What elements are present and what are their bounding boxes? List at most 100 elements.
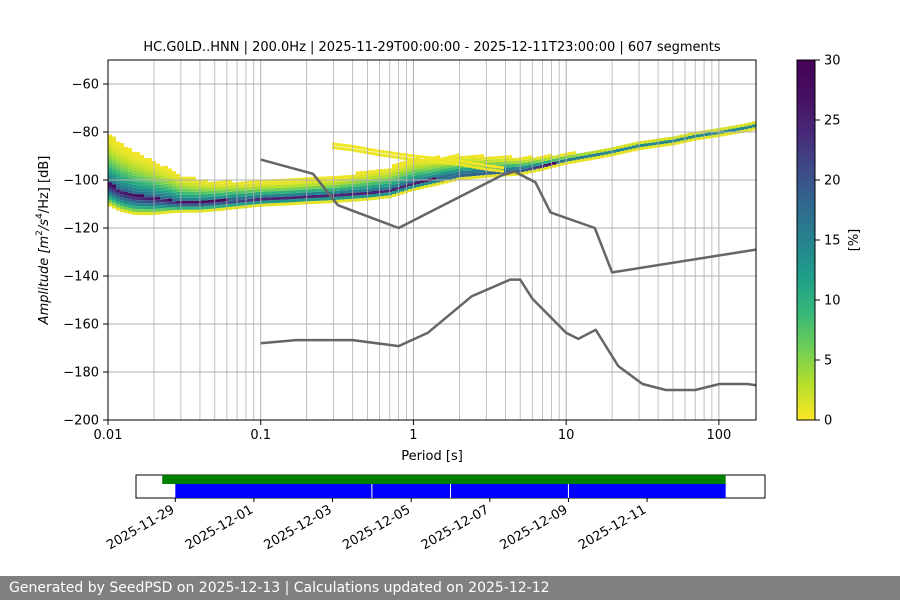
psd-cell [320, 191, 324, 195]
psd-cell [340, 184, 344, 188]
psd-cell [144, 158, 148, 162]
psd-cell [492, 156, 496, 160]
psd-cell [172, 210, 176, 214]
x-tick-label: 100 [706, 428, 731, 443]
psd-cell [216, 181, 220, 185]
psd-cell [432, 160, 436, 164]
psd-cell [140, 212, 144, 216]
psd-cell [168, 204, 172, 208]
psd-cell [320, 179, 324, 183]
psd-cell [276, 202, 280, 206]
psd-cell [480, 160, 484, 164]
psd-cell [428, 166, 432, 170]
psd-cell [236, 188, 240, 192]
psd-cell [192, 188, 196, 192]
psd-cell [188, 200, 192, 204]
psd-cell [308, 198, 312, 202]
psd-cell [456, 162, 460, 166]
psd-cell [372, 193, 376, 197]
psd-cell [156, 196, 160, 200]
psd-cell [292, 199, 296, 203]
psd-cell [260, 179, 264, 183]
psd-cell [520, 157, 524, 161]
timeline-tick-label: 2025-12-07 [419, 502, 492, 553]
psd-cell [440, 166, 444, 170]
psd-cell [320, 200, 324, 204]
psd-cell [288, 202, 292, 206]
psd-cell [128, 165, 132, 169]
psd-cell [396, 183, 400, 187]
psd-cell [448, 176, 452, 180]
psd-cell [124, 171, 128, 175]
psd-cell [444, 180, 448, 184]
psd-cell [396, 180, 400, 184]
psd-cell [236, 197, 240, 201]
psd-cell [352, 186, 356, 190]
psd-cell [272, 203, 276, 207]
psd-cell [408, 154, 412, 158]
psd-cell [132, 193, 136, 197]
psd-cell [428, 181, 432, 185]
psd-cell [716, 134, 720, 138]
psd-cell [748, 122, 752, 126]
psd-cell [184, 182, 188, 186]
psd-cell [160, 190, 164, 194]
psd-cell [708, 129, 712, 133]
psd-cell [456, 153, 460, 157]
psd-cell [196, 206, 200, 210]
psd-cell [336, 146, 340, 150]
psd-cell [144, 167, 148, 171]
psd-cell [256, 182, 260, 186]
psd-cell [360, 189, 364, 193]
psd-cell [744, 126, 748, 130]
psd-cell [492, 165, 496, 169]
psd-cell [352, 198, 356, 202]
psd-cell [360, 180, 364, 184]
psd-cell [424, 176, 428, 180]
psd-cell [396, 168, 400, 172]
psd-cell [160, 199, 164, 203]
psd-cell [160, 181, 164, 185]
psd-cell [552, 164, 556, 168]
psd-cell [364, 179, 368, 183]
timeline-track-green [162, 475, 726, 484]
psd-cell [576, 156, 580, 160]
psd-cell [192, 203, 196, 207]
psd-cell [124, 150, 128, 154]
psd-cell [212, 208, 216, 212]
psd-cell [408, 174, 412, 178]
psd-cell [168, 198, 172, 202]
psd-cell [560, 156, 564, 160]
psd-cell [364, 194, 368, 198]
psd-cell [140, 194, 144, 198]
psd-cell [496, 174, 500, 178]
psd-cell [108, 134, 112, 138]
psd-cell [160, 166, 164, 170]
psd-cell [696, 131, 700, 135]
timeline-tick-label: 2025-12-03 [262, 502, 335, 553]
psd-cell [336, 187, 340, 191]
psd-cell [432, 183, 436, 187]
psd-cell [312, 197, 316, 201]
psd-cell [300, 189, 304, 193]
psd-cell [144, 164, 148, 168]
timeline-tick-label: 2025-12-09 [497, 502, 570, 553]
psd-cell [648, 145, 652, 149]
psd-cell [136, 170, 140, 174]
psd-cell [400, 161, 404, 165]
colorbar: 0 5 10 15 20 25 30 [%] [796, 54, 862, 429]
psd-cell [352, 189, 356, 193]
psd-cell [112, 181, 116, 185]
psd-cell [144, 185, 148, 189]
psd-cell [116, 186, 120, 190]
psd-cell [448, 164, 452, 168]
psd-cell [276, 199, 280, 203]
psd-cell [344, 175, 348, 179]
psd-cell [108, 155, 112, 159]
psd-cell [176, 197, 180, 201]
psd-cell [620, 151, 624, 155]
psd-cell [384, 180, 388, 184]
psd-cell [120, 209, 124, 213]
psd-cell [176, 206, 180, 210]
psd-cell [256, 179, 260, 183]
